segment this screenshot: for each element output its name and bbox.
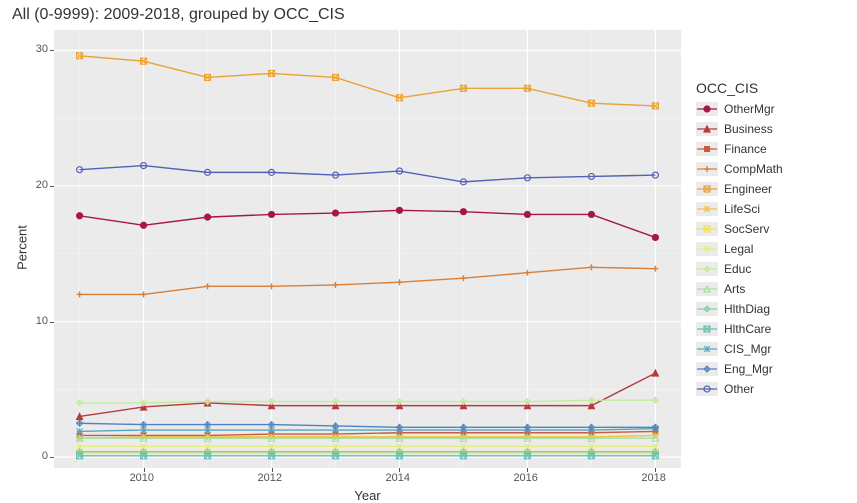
x-tick-label: 2014 — [385, 472, 409, 484]
legend-item: CIS_Mgr — [696, 342, 783, 356]
legend-label: Educ — [724, 263, 751, 275]
series-line — [80, 431, 656, 435]
legend-item: Other — [696, 382, 783, 396]
legend-item: Educ — [696, 262, 783, 276]
legend-item: Engineer — [696, 182, 783, 196]
series-line — [80, 267, 656, 294]
legend-item: Legal — [696, 242, 783, 256]
series-line — [80, 210, 656, 237]
legend-item: CompMath — [696, 162, 783, 176]
plot-svg — [54, 30, 681, 468]
legend-label: Business — [724, 123, 773, 135]
legend-item: Arts — [696, 282, 783, 296]
legend-label: OtherMgr — [724, 103, 775, 115]
legend-item: Business — [696, 122, 783, 136]
legend-title: OCC_CIS — [696, 80, 783, 96]
x-tick-label: 2016 — [513, 472, 537, 484]
series-line — [80, 429, 656, 432]
legend-label: Finance — [724, 143, 767, 155]
series-line — [80, 423, 656, 427]
y-tick-label: 0 — [42, 450, 48, 462]
legend-label: CIS_Mgr — [724, 343, 771, 355]
x-tick-label: 2018 — [641, 472, 665, 484]
legend-label: Arts — [724, 283, 745, 295]
y-tick-label: 20 — [36, 179, 48, 191]
y-tick-label: 30 — [36, 43, 48, 55]
legend-item: HlthDiag — [696, 302, 783, 316]
x-tick-label: 2010 — [130, 472, 154, 484]
series-line — [80, 373, 656, 416]
series-line — [80, 166, 656, 182]
legend-item: OtherMgr — [696, 102, 783, 116]
legend-label: CompMath — [724, 163, 783, 175]
x-axis-label: Year — [338, 488, 398, 503]
legend: OCC_CIS OtherMgr Business Finance CompMath E… — [696, 80, 783, 402]
legend-item: Finance — [696, 142, 783, 156]
legend-item: Eng_Mgr — [696, 362, 783, 376]
legend-label: Eng_Mgr — [724, 363, 773, 375]
x-tick-label: 2012 — [258, 472, 282, 484]
y-axis-label: Percent — [15, 218, 30, 278]
chart-title: All (0-9999): 2009-2018, grouped by OCC_… — [12, 6, 345, 24]
legend-label: Legal — [724, 243, 753, 255]
y-tick-label: 10 — [36, 315, 48, 327]
legend-label: HlthDiag — [724, 303, 770, 315]
legend-label: Other — [724, 383, 754, 395]
legend-label: HlthCare — [724, 323, 771, 335]
series-line — [80, 400, 656, 403]
plot-area — [54, 30, 681, 468]
legend-label: LifeSci — [724, 203, 760, 215]
legend-item: LifeSci — [696, 202, 783, 216]
legend-label: Engineer — [724, 183, 772, 195]
legend-label: SocServ — [724, 223, 769, 235]
chart-container: All (0-9999): 2009-2018, grouped by OCC_… — [0, 0, 857, 500]
legend-item: HlthCare — [696, 322, 783, 336]
legend-item: SocServ — [696, 222, 783, 236]
series-line — [80, 56, 656, 106]
